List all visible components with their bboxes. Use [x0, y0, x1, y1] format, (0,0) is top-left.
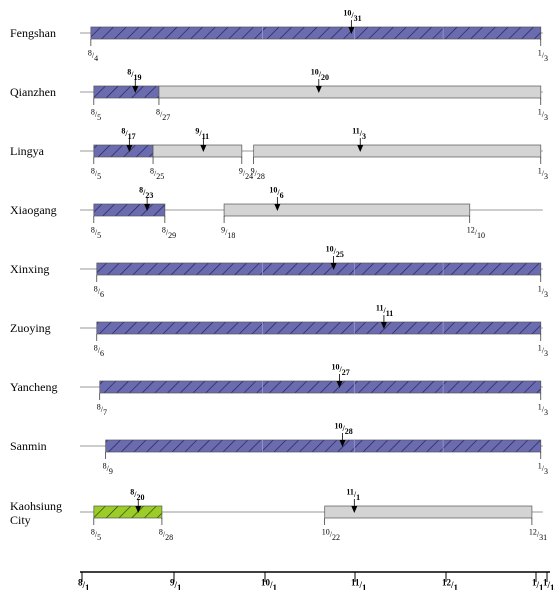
bar-end-label: 12/10	[467, 226, 485, 241]
bar-hatch-blue	[93, 144, 154, 158]
bar-end-label: 1/3	[538, 167, 548, 182]
peak-arrow	[348, 27, 355, 34]
peak-label: 10/31	[343, 9, 361, 24]
x-axis-tick-label: 1/1	[532, 578, 544, 590]
row-qianzhen: Qianzhen 8/5 8/27 1/3 8/19 10/20	[10, 68, 548, 123]
bar-end-label: 8/27	[156, 108, 170, 123]
x-axis-tick-label: 12/1	[442, 578, 459, 590]
bar-end-label: 1/3	[538, 285, 548, 300]
bar-gray	[158, 85, 542, 99]
peak-label: 11/3	[352, 127, 366, 142]
row-zuoying: Zuoying 8/6 1/3 11/11	[10, 304, 548, 359]
bar-start-label: 8/4	[88, 49, 98, 64]
peak-label: 10/6	[269, 186, 283, 201]
bar-gray	[253, 144, 542, 158]
peak-label: 10/27	[332, 363, 350, 378]
row-label: Lingya	[10, 144, 45, 158]
row-label: Fengshan	[10, 26, 56, 40]
row-fengshan: Fengshan 8/4 1/3 10/31	[10, 9, 548, 64]
bar-start-label: 9/28	[251, 167, 265, 182]
peak-arrow	[135, 506, 142, 513]
peak-arrow	[380, 322, 387, 329]
bar-end-label: 9/24	[239, 167, 253, 182]
bar-start-label: 8/5	[91, 108, 101, 123]
bar-end-label: 1/3	[538, 49, 548, 64]
peak-label: 10/28	[334, 422, 352, 437]
row-xinxing: Xinxing 8/6 1/3 10/25	[10, 245, 548, 300]
bar-end-label: 8/25	[150, 167, 164, 182]
bar-start-label: 8/6	[94, 285, 104, 300]
row-sanmin: Sanmin 8/9 1/3 10/28	[10, 422, 548, 477]
bar-gray	[223, 203, 471, 217]
bar-start-label: 8/5	[91, 528, 101, 543]
x-axis-tick-label: 11/1	[351, 578, 367, 590]
bar-hatch-blue	[90, 26, 542, 40]
bar-end-label: 12/31	[529, 528, 547, 543]
bar-hatch-blue	[96, 262, 542, 276]
row-yancheng: Yancheng 8/7 1/3 10/27	[10, 363, 548, 418]
bar-start-label: 8/5	[91, 226, 101, 241]
row-kaohsiung-city: Kaohsiung City 8/5 8/28 10/22 12/31 8/20 11/1	[10, 488, 547, 543]
bar-start-label: 8/6	[94, 344, 104, 359]
row-label: Xinxing	[10, 262, 49, 276]
bar-start-label: 8/5	[91, 167, 101, 182]
peak-arrow	[144, 204, 151, 211]
bar-gray	[152, 144, 243, 158]
bar-start-label: 10/22	[322, 528, 340, 543]
peak-arrow	[315, 86, 322, 93]
bar-hatch-green	[93, 505, 163, 519]
bar-end-label: 1/3	[538, 344, 548, 359]
peak-label: 8/17	[121, 127, 135, 142]
peak-label: 8/19	[127, 68, 141, 83]
peak-label: 8/23	[139, 186, 153, 201]
peak-label: 10/25	[326, 245, 344, 260]
row-label: Sanmin	[10, 439, 47, 453]
bar-start-label: 8/9	[103, 462, 113, 477]
bar-start-label: 9/18	[221, 226, 235, 241]
bar-hatch-blue	[105, 439, 542, 453]
bar-start-label: 8/7	[97, 403, 107, 418]
row-label: Qianzhen	[10, 85, 56, 99]
bar-hatch-blue	[99, 380, 542, 394]
peak-label: 11/11	[376, 304, 393, 319]
row-label: Xiaogang	[10, 203, 57, 217]
peak-label: 11/1	[346, 488, 360, 503]
peak-arrow	[200, 145, 207, 152]
bar-end-label: 1/3	[538, 108, 548, 123]
peak-arrow	[132, 86, 139, 93]
row-label: Yancheng	[10, 380, 57, 394]
x-axis: 8/1 9/1 10/1 11/1 12/1 1/11/1/	[78, 571, 555, 590]
row-label: Kaohsiung City	[10, 499, 62, 527]
rows-layer: Fengshan 8/4 1/3 10/31 Qianzhen 8/5 8/27 1/3 8/1…	[10, 9, 548, 543]
peak-arrow	[351, 506, 358, 513]
bar-gray	[324, 505, 533, 519]
peak-arrow	[357, 145, 364, 152]
x-axis-tick-label: 1/1/	[543, 578, 555, 590]
row-xiaogang: Xiaogang 8/5 8/29 9/18 12/10 8/23 10/6	[10, 186, 543, 241]
x-axis-tick-label: 9/1	[170, 578, 182, 590]
bar-hatch-blue	[93, 203, 166, 217]
peak-arrow	[274, 204, 281, 211]
bar-end-label: 8/29	[162, 226, 176, 241]
bar-hatch-blue	[93, 85, 160, 99]
row-label: Zuoying	[10, 321, 51, 335]
peak-label: 10/20	[311, 68, 329, 83]
peak-label: 9/11	[195, 127, 209, 142]
x-axis-tick-label: 8/1	[78, 578, 90, 590]
row-lingya: Lingya 8/5 8/25 9/249/28 1/3 8/17 9/11 11/3	[10, 127, 548, 182]
peak-label: 8/20	[130, 488, 144, 503]
peak-arrow	[339, 440, 346, 447]
bar-end-label: 8/28	[159, 528, 173, 543]
peak-arrow	[336, 381, 343, 388]
bar-hatch-blue	[96, 321, 542, 335]
bar-end-label: 1/3	[538, 403, 548, 418]
x-axis-tick-label: 10/1	[261, 578, 278, 590]
peak-arrow	[330, 263, 337, 270]
peak-arrow	[126, 145, 133, 152]
bar-end-label: 1/3	[538, 462, 548, 477]
